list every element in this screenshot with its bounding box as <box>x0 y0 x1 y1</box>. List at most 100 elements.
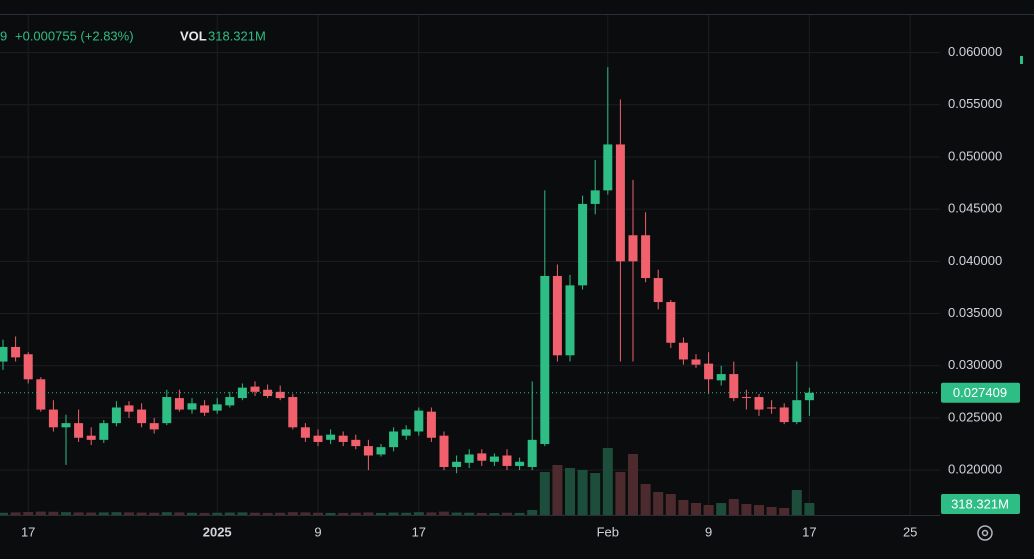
volume-bar <box>464 512 475 515</box>
candle-body <box>464 454 474 463</box>
candle-body <box>11 346 21 358</box>
volume-bar <box>73 512 84 515</box>
candle-body <box>704 363 714 380</box>
candle-body <box>578 203 588 286</box>
axes: 0.020000 0.025000 0.030000 0.035000 0.040000… <box>0 44 1020 539</box>
volume-bar <box>199 512 210 515</box>
volume-bar <box>23 511 34 515</box>
candles <box>0 67 814 474</box>
volume-bar <box>149 512 160 515</box>
candle-body <box>137 409 147 424</box>
volume-label: 318.321M <box>951 496 1009 511</box>
volume-bar <box>350 512 361 515</box>
volume-bar <box>577 469 588 515</box>
x-tick-label: 2025 <box>203 524 232 539</box>
volume-label-box <box>941 494 1020 514</box>
candle-body <box>729 374 739 399</box>
volume-bar <box>779 507 790 515</box>
candle-body <box>200 405 210 413</box>
volume-bar <box>791 489 802 515</box>
candle-body <box>61 423 71 428</box>
candle-body <box>300 427 310 438</box>
volume-bar <box>10 512 21 515</box>
y-tick-label: 0.030000 <box>948 357 1002 372</box>
price-change: +0.000755 (+2.83%) <box>15 28 134 43</box>
volume-bar <box>502 512 512 515</box>
volume-bar <box>716 503 727 515</box>
volume-bar <box>300 512 311 515</box>
volume-bar <box>136 512 147 515</box>
candle-body <box>389 431 399 448</box>
candle-body <box>174 398 184 410</box>
candle-body <box>363 446 373 456</box>
settings-icon[interactable] <box>977 525 993 541</box>
volume-bar <box>174 512 185 515</box>
volume-bar <box>111 512 122 515</box>
y-tick-label: 0.060000 <box>948 44 1002 59</box>
volume-bar <box>0 512 8 515</box>
volume-bar <box>262 512 273 515</box>
candle-body <box>792 400 802 423</box>
volume-bar <box>678 499 689 515</box>
volume-bar <box>691 503 701 515</box>
y-tick-label: 0.035000 <box>948 305 1002 320</box>
volume-bar <box>388 512 399 515</box>
volume-bar <box>527 509 538 515</box>
candle-body <box>401 429 411 436</box>
candle-body <box>767 407 777 409</box>
volume-bar <box>514 512 525 515</box>
volume-bar <box>703 505 714 515</box>
y-tick-label: 0.020000 <box>948 462 1002 477</box>
volume-bar <box>48 511 59 515</box>
volume-bar <box>35 511 46 515</box>
candle-body <box>540 275 550 445</box>
candle-body <box>666 302 676 343</box>
volume-bar <box>413 512 424 515</box>
candle-body <box>212 404 222 411</box>
y-tick-label: 0.055000 <box>948 96 1002 111</box>
candle-body <box>565 285 575 356</box>
candle-body <box>641 235 651 279</box>
volume-bar <box>602 448 613 515</box>
candle-body <box>653 278 663 303</box>
volume-bar <box>426 512 437 515</box>
x-tick-label: 25 <box>903 524 917 539</box>
volume-bar <box>741 503 752 515</box>
header-volume: 318.321M <box>208 28 266 43</box>
y-tick-label: 0.050000 <box>948 148 1002 163</box>
candle-body <box>288 397 298 428</box>
volume-bar <box>212 512 223 515</box>
candle-body <box>678 342 688 360</box>
volume-pane <box>0 448 815 515</box>
last-price-box <box>941 382 1020 403</box>
candle-body <box>263 389 273 397</box>
volume-prefix: VOL <box>180 28 207 43</box>
volume-bar <box>539 471 550 515</box>
volume-bar <box>476 512 487 515</box>
volume-bar <box>590 473 601 515</box>
candle-body <box>74 423 84 438</box>
x-tick-label: 9 <box>705 524 712 539</box>
volume-bar <box>640 483 651 515</box>
candle-body <box>439 435 449 467</box>
volume-bar <box>98 512 109 515</box>
volume-bar <box>565 467 575 515</box>
candle-body <box>477 453 487 461</box>
volume-bar <box>86 512 97 515</box>
volume-bar <box>363 512 374 515</box>
candle-body <box>502 455 512 466</box>
candle-body <box>414 410 424 432</box>
candle-body <box>603 144 613 191</box>
grid <box>0 15 940 515</box>
volume-bar <box>552 464 563 515</box>
candle-body <box>111 407 121 424</box>
volume-bar <box>161 512 172 515</box>
volume-bar <box>804 502 815 515</box>
candle-body <box>162 397 172 424</box>
candle-body <box>86 435 96 440</box>
volume-bar <box>754 505 764 515</box>
volume-bar <box>338 512 349 515</box>
candle-body <box>23 354 33 380</box>
